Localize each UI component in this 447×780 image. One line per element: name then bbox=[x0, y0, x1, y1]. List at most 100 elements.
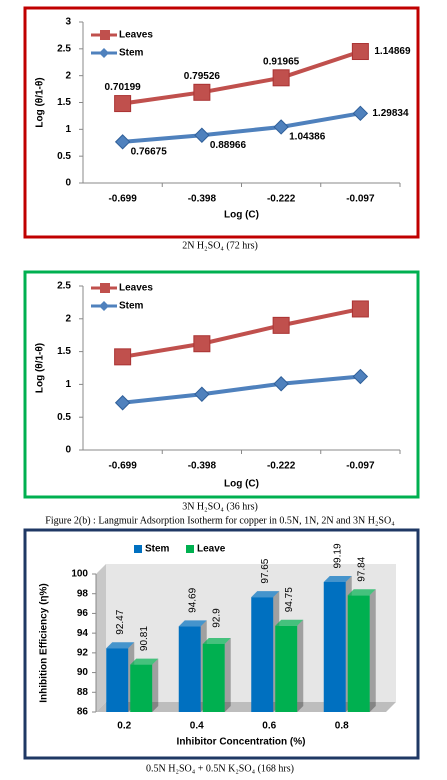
annotation: 0.70199 bbox=[105, 82, 142, 93]
y-tick-label: 1.5 bbox=[57, 346, 71, 357]
bar bbox=[275, 625, 298, 712]
y-tick-label: 88 bbox=[77, 687, 89, 698]
marker bbox=[114, 395, 131, 411]
marker bbox=[273, 376, 289, 392]
bar bbox=[130, 664, 153, 712]
y-tick-label: 1 bbox=[65, 124, 71, 135]
bar-top bbox=[251, 591, 280, 598]
annotation: 0.79526 bbox=[184, 71, 221, 82]
marker bbox=[193, 335, 211, 353]
series-line bbox=[122, 374, 361, 405]
legend-label: Leave bbox=[197, 544, 226, 555]
chart-caption: 0.5N H₂SO₄ + 0.5N K₂SO₄ (168 hrs) bbox=[146, 763, 294, 774]
bar-top bbox=[130, 658, 159, 665]
floor bbox=[96, 702, 396, 712]
bar bbox=[106, 648, 129, 712]
x-tick-label: -0.097 bbox=[346, 194, 375, 205]
data-label: 97.65 bbox=[260, 558, 271, 583]
x-tick-label: -0.097 bbox=[346, 461, 375, 472]
data-label: 94.75 bbox=[284, 587, 295, 612]
data-label: 92.47 bbox=[115, 609, 126, 634]
data-label: 97.84 bbox=[356, 556, 367, 581]
marker bbox=[194, 127, 210, 143]
y-tick-label: 2 bbox=[65, 70, 71, 81]
y-tick-label: 90 bbox=[77, 667, 89, 678]
x-tick-label: 0.6 bbox=[262, 721, 276, 732]
x-tick-label: 0.4 bbox=[190, 721, 204, 732]
y-tick-label: 1.5 bbox=[57, 97, 71, 108]
bar-side bbox=[297, 619, 304, 712]
bar-side bbox=[369, 589, 376, 712]
marker bbox=[273, 119, 289, 135]
marker bbox=[193, 83, 211, 101]
marker bbox=[114, 134, 131, 150]
data-label: 92.9 bbox=[211, 608, 222, 628]
marker bbox=[351, 43, 369, 61]
side-wall bbox=[96, 564, 106, 712]
data-label: 94.69 bbox=[187, 587, 198, 612]
chart-border bbox=[23, 6, 420, 239]
bar bbox=[251, 597, 274, 712]
x-tick-label: -0.699 bbox=[108, 194, 137, 205]
x-axis-label: Log (C) bbox=[224, 479, 259, 490]
legend-marker bbox=[100, 30, 110, 40]
y-axis-label: Log (θ/1-θ) bbox=[35, 343, 46, 393]
series-line bbox=[122, 111, 361, 144]
marker bbox=[351, 300, 369, 318]
y-axis-label: Inhibition Efficiency (η%) bbox=[39, 583, 50, 702]
x-tick-label: -0.222 bbox=[267, 461, 296, 472]
y-tick-label: 0 bbox=[65, 178, 71, 189]
y-tick-label: 0 bbox=[65, 445, 71, 456]
chart-caption: 2N H₂SO₄ (72 hrs) bbox=[182, 240, 258, 251]
y-tick-label: 2.5 bbox=[57, 281, 71, 292]
series-line bbox=[122, 49, 362, 106]
bar bbox=[202, 643, 225, 712]
bar-top bbox=[323, 575, 352, 582]
y-tick-label: 2.5 bbox=[57, 43, 71, 54]
legend-marker bbox=[99, 48, 109, 58]
bar bbox=[178, 626, 201, 712]
data-label: 1.04386 bbox=[289, 132, 326, 143]
y-tick-label: 100 bbox=[71, 569, 88, 580]
y-tick-label: 96 bbox=[77, 608, 89, 619]
legend-label: Leaves bbox=[119, 30, 153, 41]
bar bbox=[347, 595, 370, 712]
marker bbox=[272, 69, 290, 87]
legend-label: Stem bbox=[119, 48, 144, 59]
bar-side bbox=[224, 637, 231, 712]
legend-label: Leaves bbox=[119, 283, 153, 294]
data-label: 1.29834 bbox=[372, 108, 409, 119]
marker bbox=[352, 368, 369, 385]
bar-side bbox=[152, 658, 159, 712]
marker bbox=[272, 316, 290, 334]
x-tick-label: -0.222 bbox=[267, 194, 296, 205]
series-line bbox=[122, 307, 361, 359]
y-tick-label: 3 bbox=[65, 17, 71, 28]
y-tick-label: 2 bbox=[65, 313, 71, 324]
x-tick-label: 0.8 bbox=[335, 721, 349, 732]
marker bbox=[114, 348, 132, 366]
y-tick-label: 1 bbox=[65, 379, 71, 390]
data-label: 0.88966 bbox=[210, 140, 247, 151]
marker bbox=[114, 95, 132, 113]
data-label: 90.81 bbox=[139, 626, 150, 651]
chart-border bbox=[23, 528, 420, 760]
x-axis-label: Inhibitor Concentration (%) bbox=[177, 737, 306, 748]
annotation: 1.14869 bbox=[374, 46, 411, 57]
x-tick-label: 0.2 bbox=[117, 721, 131, 732]
bar-top bbox=[347, 589, 376, 596]
x-tick-label: -0.398 bbox=[188, 194, 217, 205]
y-tick-label: 0.5 bbox=[57, 151, 71, 162]
y-axis-label: Log (θ/1-θ) bbox=[35, 77, 46, 127]
y-tick-label: 98 bbox=[77, 588, 89, 599]
data-label: 0.76675 bbox=[131, 146, 168, 157]
legend-label: Stem bbox=[145, 544, 170, 555]
bar-top bbox=[275, 619, 304, 626]
legend-swatch bbox=[186, 545, 194, 553]
legend-swatch bbox=[134, 545, 142, 553]
legend-marker bbox=[99, 301, 109, 311]
legend-label: Stem bbox=[119, 301, 144, 312]
bar-top bbox=[178, 620, 207, 627]
bar-top bbox=[106, 642, 135, 649]
